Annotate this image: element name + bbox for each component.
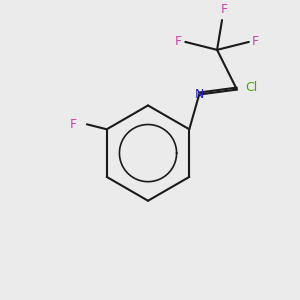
- Text: F: F: [220, 3, 228, 16]
- Text: Cl: Cl: [245, 81, 257, 94]
- Text: F: F: [252, 35, 259, 48]
- Text: N: N: [194, 88, 204, 101]
- Text: F: F: [175, 35, 182, 48]
- Text: F: F: [70, 118, 77, 131]
